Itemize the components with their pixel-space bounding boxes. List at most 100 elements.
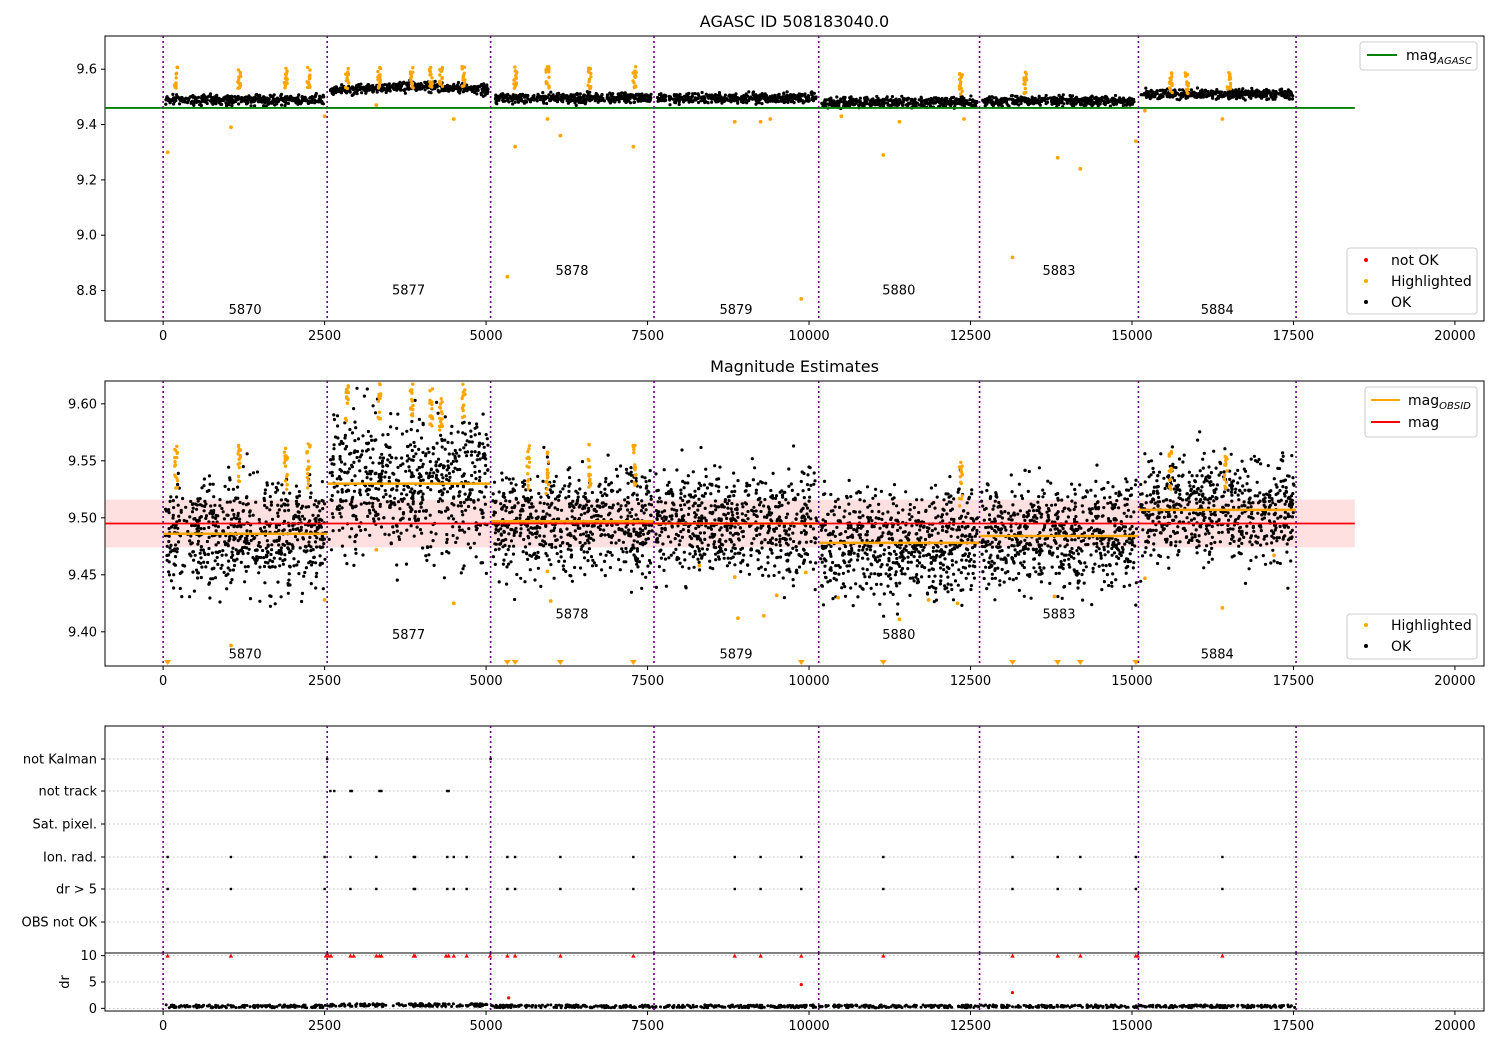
p1-ok-point [1211, 96, 1215, 100]
p1-ok-point [1069, 101, 1073, 105]
p1-ok-point [876, 102, 881, 106]
p2-ok-point [265, 481, 269, 485]
p2-ok-point [392, 472, 396, 476]
p1-ok-point [392, 87, 396, 92]
p2-ok-point [400, 456, 404, 460]
p2-ok-point [374, 471, 378, 475]
p1-ok-point [239, 100, 243, 104]
p2-ok-point [211, 515, 215, 519]
p1-ok-point [617, 100, 621, 104]
p1-ok-point [266, 102, 270, 106]
p1-highlighted-point [958, 77, 962, 81]
p2-ok-point [348, 427, 352, 432]
p2-ok-point [294, 499, 298, 503]
p1-ok-point [194, 100, 199, 104]
p2-ok-point [332, 447, 336, 451]
p2-ok-point [255, 548, 259, 552]
p2-ok-point [165, 558, 169, 562]
p2-ok-point [314, 575, 318, 579]
p2-ok-point [246, 502, 250, 506]
p1-highlighted-point [897, 119, 902, 124]
p1-ok-point [1227, 92, 1231, 97]
p2-ok-point [405, 454, 410, 458]
p2-ok-point [308, 519, 312, 523]
p2-ok-point [484, 457, 488, 461]
p2-ok-point [195, 527, 199, 531]
p1-ok-point [340, 83, 344, 87]
p2-ok-point [398, 507, 402, 511]
p2-ok-point [629, 514, 634, 519]
p2-ok-point [473, 426, 477, 430]
p2-ok-point [195, 507, 199, 511]
p2-ok-point [477, 479, 482, 483]
p2-ok-point [506, 548, 510, 552]
p1-ok-point [997, 100, 1001, 104]
p1-ok-point [457, 89, 461, 93]
p1-ok-point [1040, 96, 1044, 101]
p1-ok-point [763, 92, 767, 96]
p2-ok-point [542, 445, 546, 449]
p1-ok-point [702, 95, 706, 99]
p2-ok-point [445, 490, 450, 494]
p1-highlighted-point [558, 133, 563, 138]
p2-ok-point [614, 467, 619, 471]
p2-ok-point [314, 499, 318, 503]
p2-ok-point [257, 541, 261, 545]
p1-highlighted-point [545, 117, 550, 121]
p1-ok-point [263, 101, 267, 105]
p2-ok-point [374, 514, 378, 518]
p1-xtick-label: 12500 [950, 329, 991, 344]
p1-ok-point [231, 98, 235, 102]
p2-ok-point [227, 465, 231, 469]
p2-ok-point [581, 532, 586, 536]
p2-ok-point [406, 484, 410, 488]
p1-ok-point [1012, 99, 1016, 103]
p2-ok-point [312, 503, 316, 507]
p1-ok-point [1286, 90, 1290, 94]
p1-ok-point [659, 92, 663, 96]
p2-ok-point [368, 511, 372, 515]
p1-ok-point [407, 87, 411, 91]
p2-ok-point [448, 475, 452, 479]
p2-ok-point [336, 424, 340, 428]
p2-ok-point [283, 553, 287, 557]
p2-ok-point [368, 456, 372, 460]
p2-ok-point [371, 404, 375, 408]
p1-ok-point [321, 93, 325, 97]
p1-ok-point [785, 90, 789, 94]
p2-ok-point [457, 454, 461, 458]
p1-ok-point [944, 96, 948, 100]
p1-highlighted-point [376, 69, 380, 74]
p2-ok-point [213, 559, 217, 563]
p2-ok-point [519, 576, 523, 580]
p1-highlighted-point [377, 85, 381, 89]
p1-ok-point [1263, 92, 1267, 96]
p2-ok-point [626, 531, 630, 535]
p2-ok-point [456, 430, 460, 434]
p2-ok-point [368, 533, 372, 537]
p2-ok-point [455, 451, 459, 455]
p2-ok-point [230, 508, 235, 512]
p1-ok-point [693, 97, 697, 101]
p2-ok-point [311, 513, 315, 517]
p2-ok-point [302, 549, 306, 553]
p1-ok-point [266, 97, 270, 101]
p2-ok-point [380, 461, 384, 465]
p2-ok-point [174, 543, 178, 547]
p2-ok-point [451, 459, 455, 463]
p1-highlighted-point [345, 73, 349, 77]
p1-xtick-label: 0 [159, 329, 167, 344]
p1-ok-point [300, 95, 304, 99]
p1-highlighted-point [430, 76, 434, 80]
p1-ok-point [1227, 97, 1231, 101]
p2-ok-point [614, 541, 618, 545]
p1-ok-point [863, 96, 867, 100]
p1-ok-point [1256, 90, 1261, 94]
p1-ok-point [699, 96, 704, 100]
p1-ok-point [313, 94, 317, 99]
p2-ok-point [204, 565, 208, 569]
p1-ok-point [269, 101, 273, 105]
p2-ok-point [509, 560, 513, 564]
p1-highlighted-point [429, 65, 433, 70]
p2-ok-point [567, 489, 571, 493]
